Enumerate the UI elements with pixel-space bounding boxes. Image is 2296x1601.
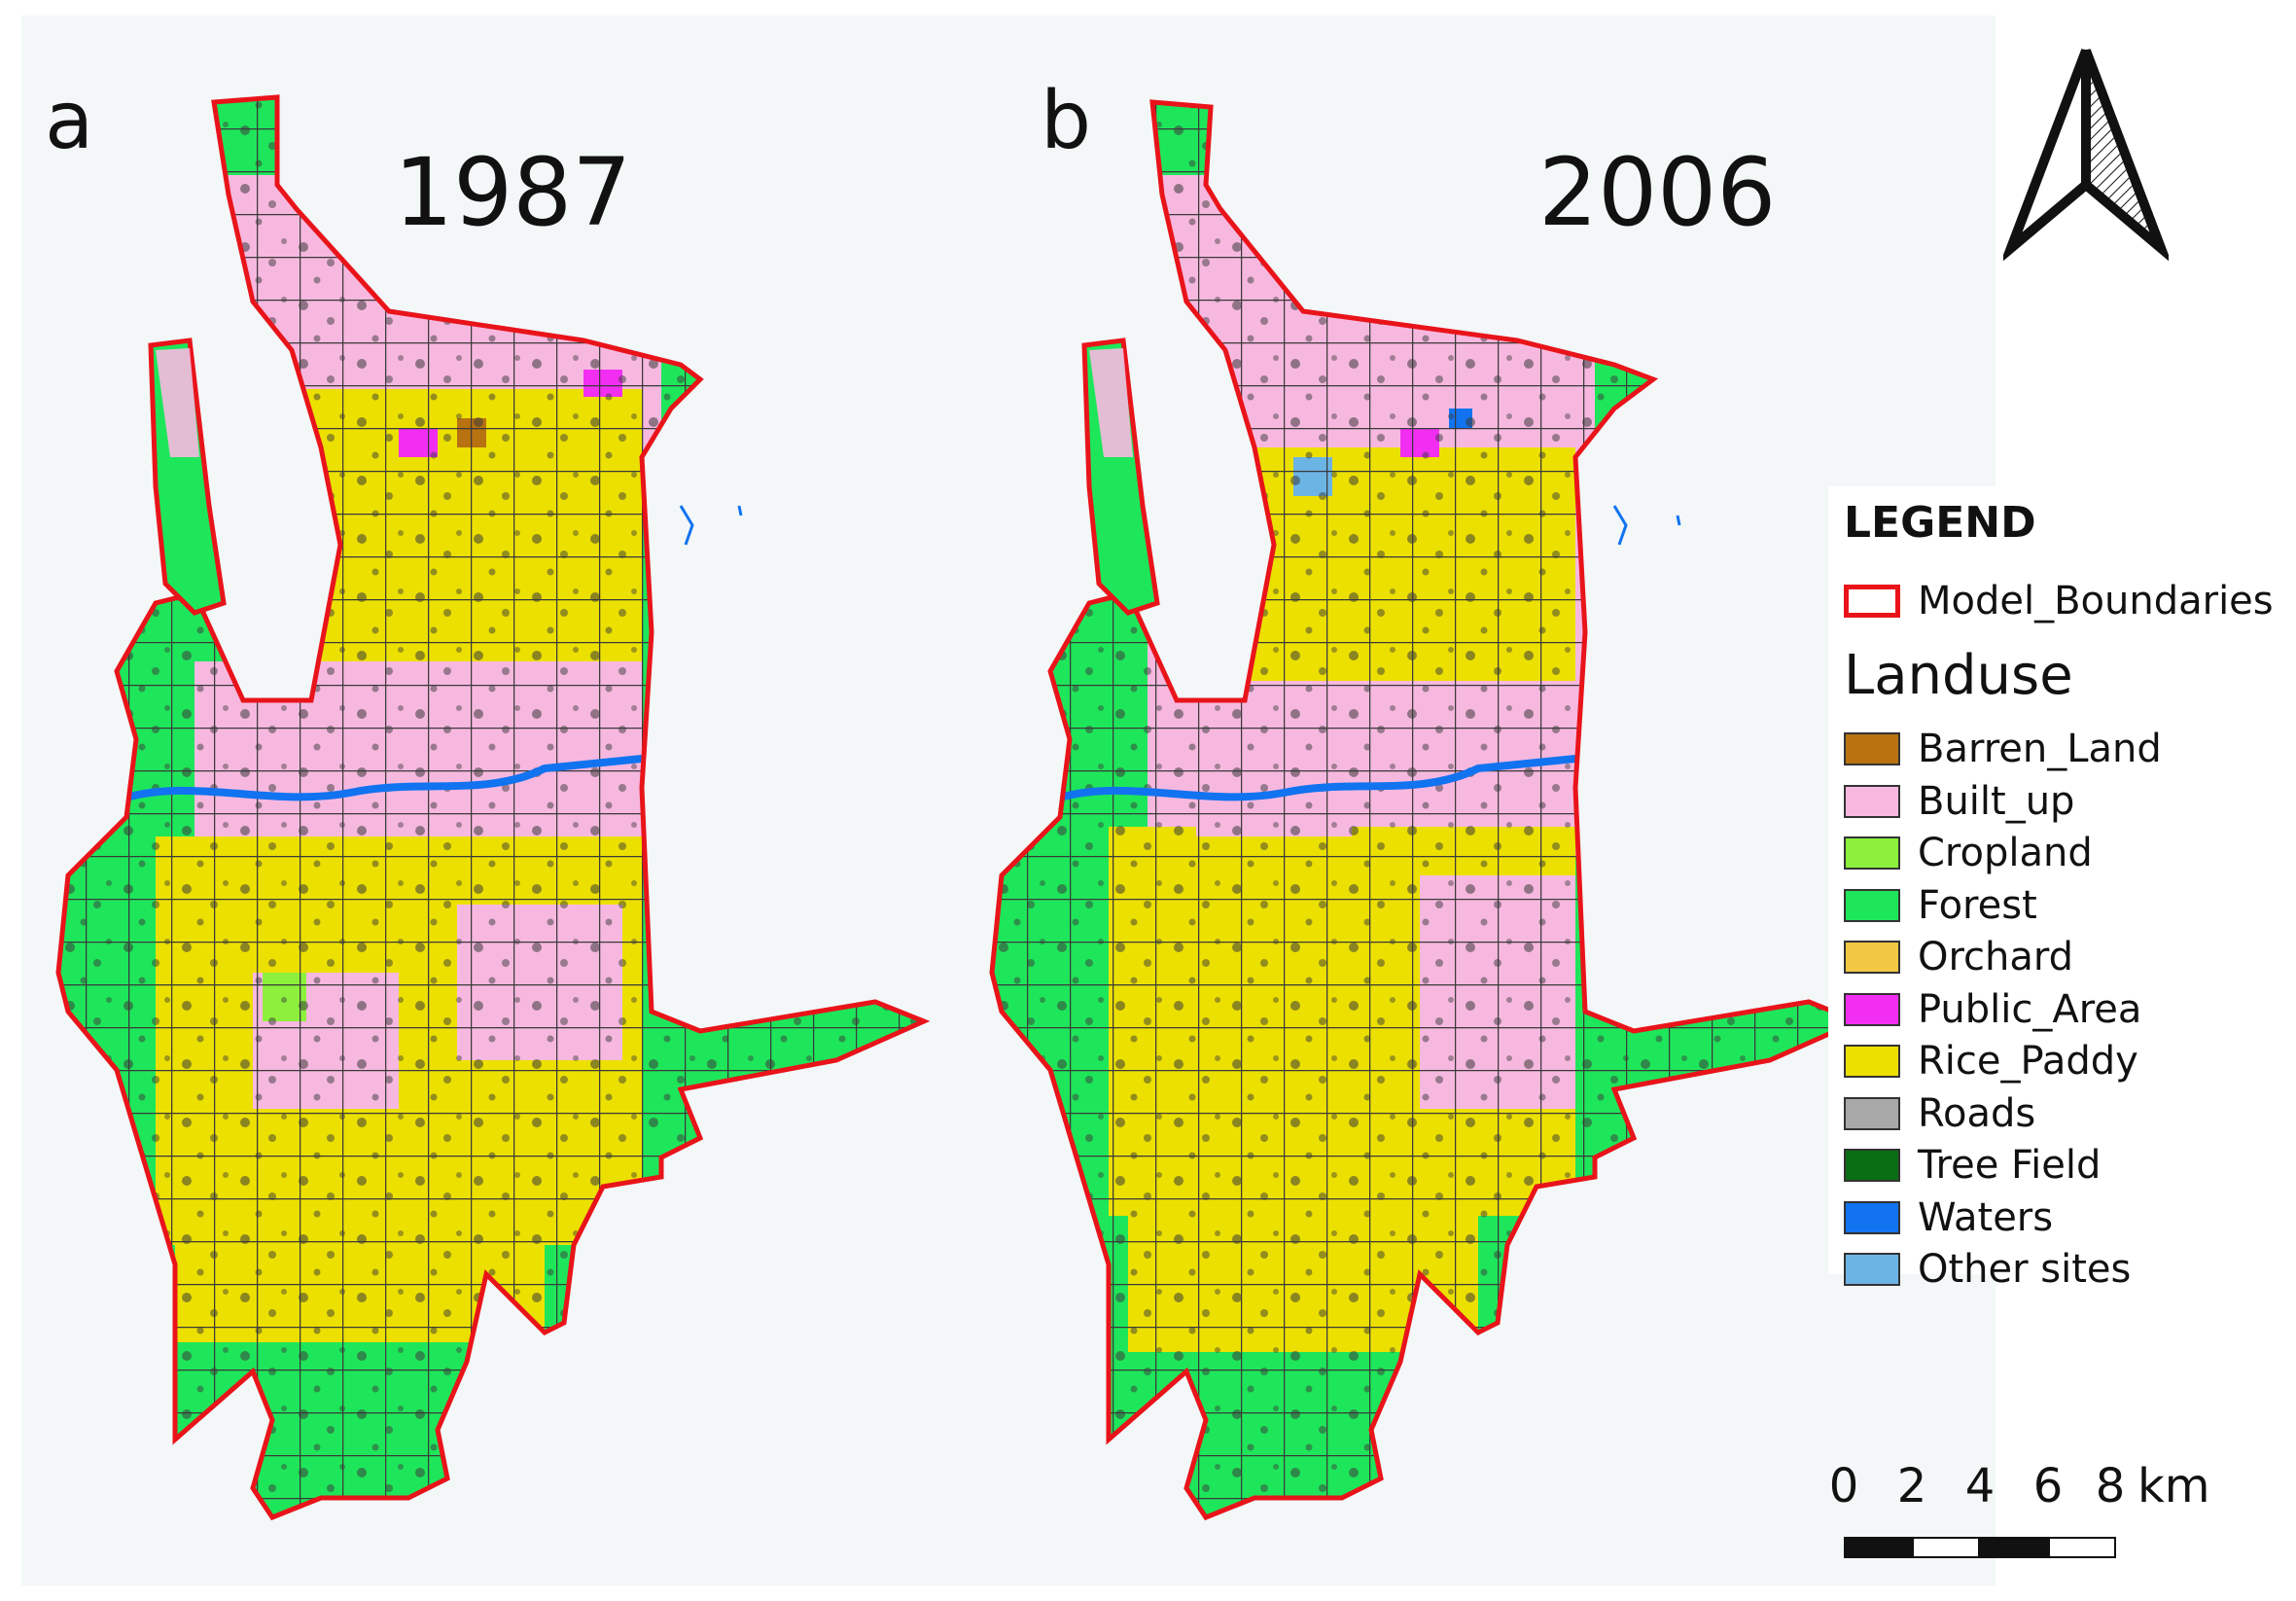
legend-item-roads: Roads: [1844, 1090, 2036, 1136]
scale-tick-8: 8: [2095, 1459, 2126, 1513]
landuse-title: Landuse: [1844, 644, 2073, 707]
scale-segment: [1912, 1537, 1980, 1558]
legend-label: Cropland: [1918, 831, 2093, 875]
legend-label: Public_Area: [1918, 986, 2142, 1032]
map-panel-2006: [989, 99, 1864, 1521]
scale-bar: 0 2 4 6 8 km: [1828, 1459, 2210, 1576]
legend-swatch: [1844, 1200, 1900, 1234]
legend-label: Tree Field: [1918, 1143, 2102, 1188]
map-legend: LEGEND Model_Boundaries Landuse Barren_L…: [1828, 486, 2285, 1292]
legend-swatch: [1844, 992, 1900, 1026]
scale-tick-2: 2: [1896, 1459, 1927, 1513]
legend-swatch: [1844, 836, 1900, 870]
legend-title: LEGEND: [1844, 498, 2036, 548]
legend-swatch: [1844, 1253, 1900, 1286]
legend-item-waters: Waters: [1844, 1194, 2054, 1240]
panel-year-2006: 2006: [1538, 138, 1777, 247]
legend-swatch: [1844, 784, 1900, 818]
legend-item-other-sites: Other sites: [1844, 1247, 2132, 1292]
north-arrow-icon: [2003, 49, 2169, 262]
panel-year-1987: 1987: [394, 138, 632, 247]
legend-swatch: [1844, 888, 1900, 922]
legend-label: Other sites: [1918, 1247, 2132, 1292]
scale-segment: [2048, 1537, 2116, 1558]
legend-label: Forest: [1918, 882, 2037, 928]
scale-segment: [1844, 1537, 1912, 1558]
boundary-swatch: [1844, 585, 1900, 618]
legend-label: Built_up: [1918, 778, 2075, 824]
legend-item-cropland: Cropland: [1844, 831, 2093, 875]
legend-swatch: [1844, 1096, 1900, 1130]
legend-item-tree-field: Tree Field: [1844, 1143, 2102, 1188]
legend-label: Orchard: [1918, 935, 2074, 979]
legend-label: Waters: [1918, 1194, 2054, 1240]
scale-tick-4: 4: [1964, 1459, 1996, 1513]
legend-item-public-area: Public_Area: [1844, 986, 2142, 1032]
legend-item-orchard: Orchard: [1844, 935, 2074, 979]
legend-item-rice-paddy: Rice_Paddy: [1844, 1039, 2138, 1084]
legend-item-built-up: Built_up: [1844, 778, 2075, 824]
scale-tick-6: 6: [2032, 1459, 2064, 1513]
legend-swatch: [1844, 941, 1900, 974]
legend-label: Roads: [1918, 1090, 2036, 1136]
scale-tick-0: 0: [1828, 1459, 1859, 1513]
legend-label: Model_Boundaries: [1918, 579, 2274, 623]
scale-unit: km: [2137, 1459, 2210, 1513]
panel-letter-b: b: [1041, 75, 1092, 167]
legend-item-model-boundaries: Model_Boundaries: [1844, 579, 2274, 623]
legend-label: Rice_Paddy: [1918, 1039, 2138, 1084]
scale-segment: [1980, 1537, 2048, 1558]
legend-item-forest: Forest: [1844, 882, 2037, 928]
panel-letter-a: a: [45, 75, 94, 167]
map-panel-1987: [55, 94, 931, 1521]
legend-swatch: [1844, 732, 1900, 765]
legend-label: Barren_Land: [1918, 727, 2162, 771]
legend-item-barren-land: Barren_Land: [1844, 727, 2162, 771]
legend-swatch: [1844, 1149, 1900, 1182]
legend-swatch: [1844, 1045, 1900, 1078]
